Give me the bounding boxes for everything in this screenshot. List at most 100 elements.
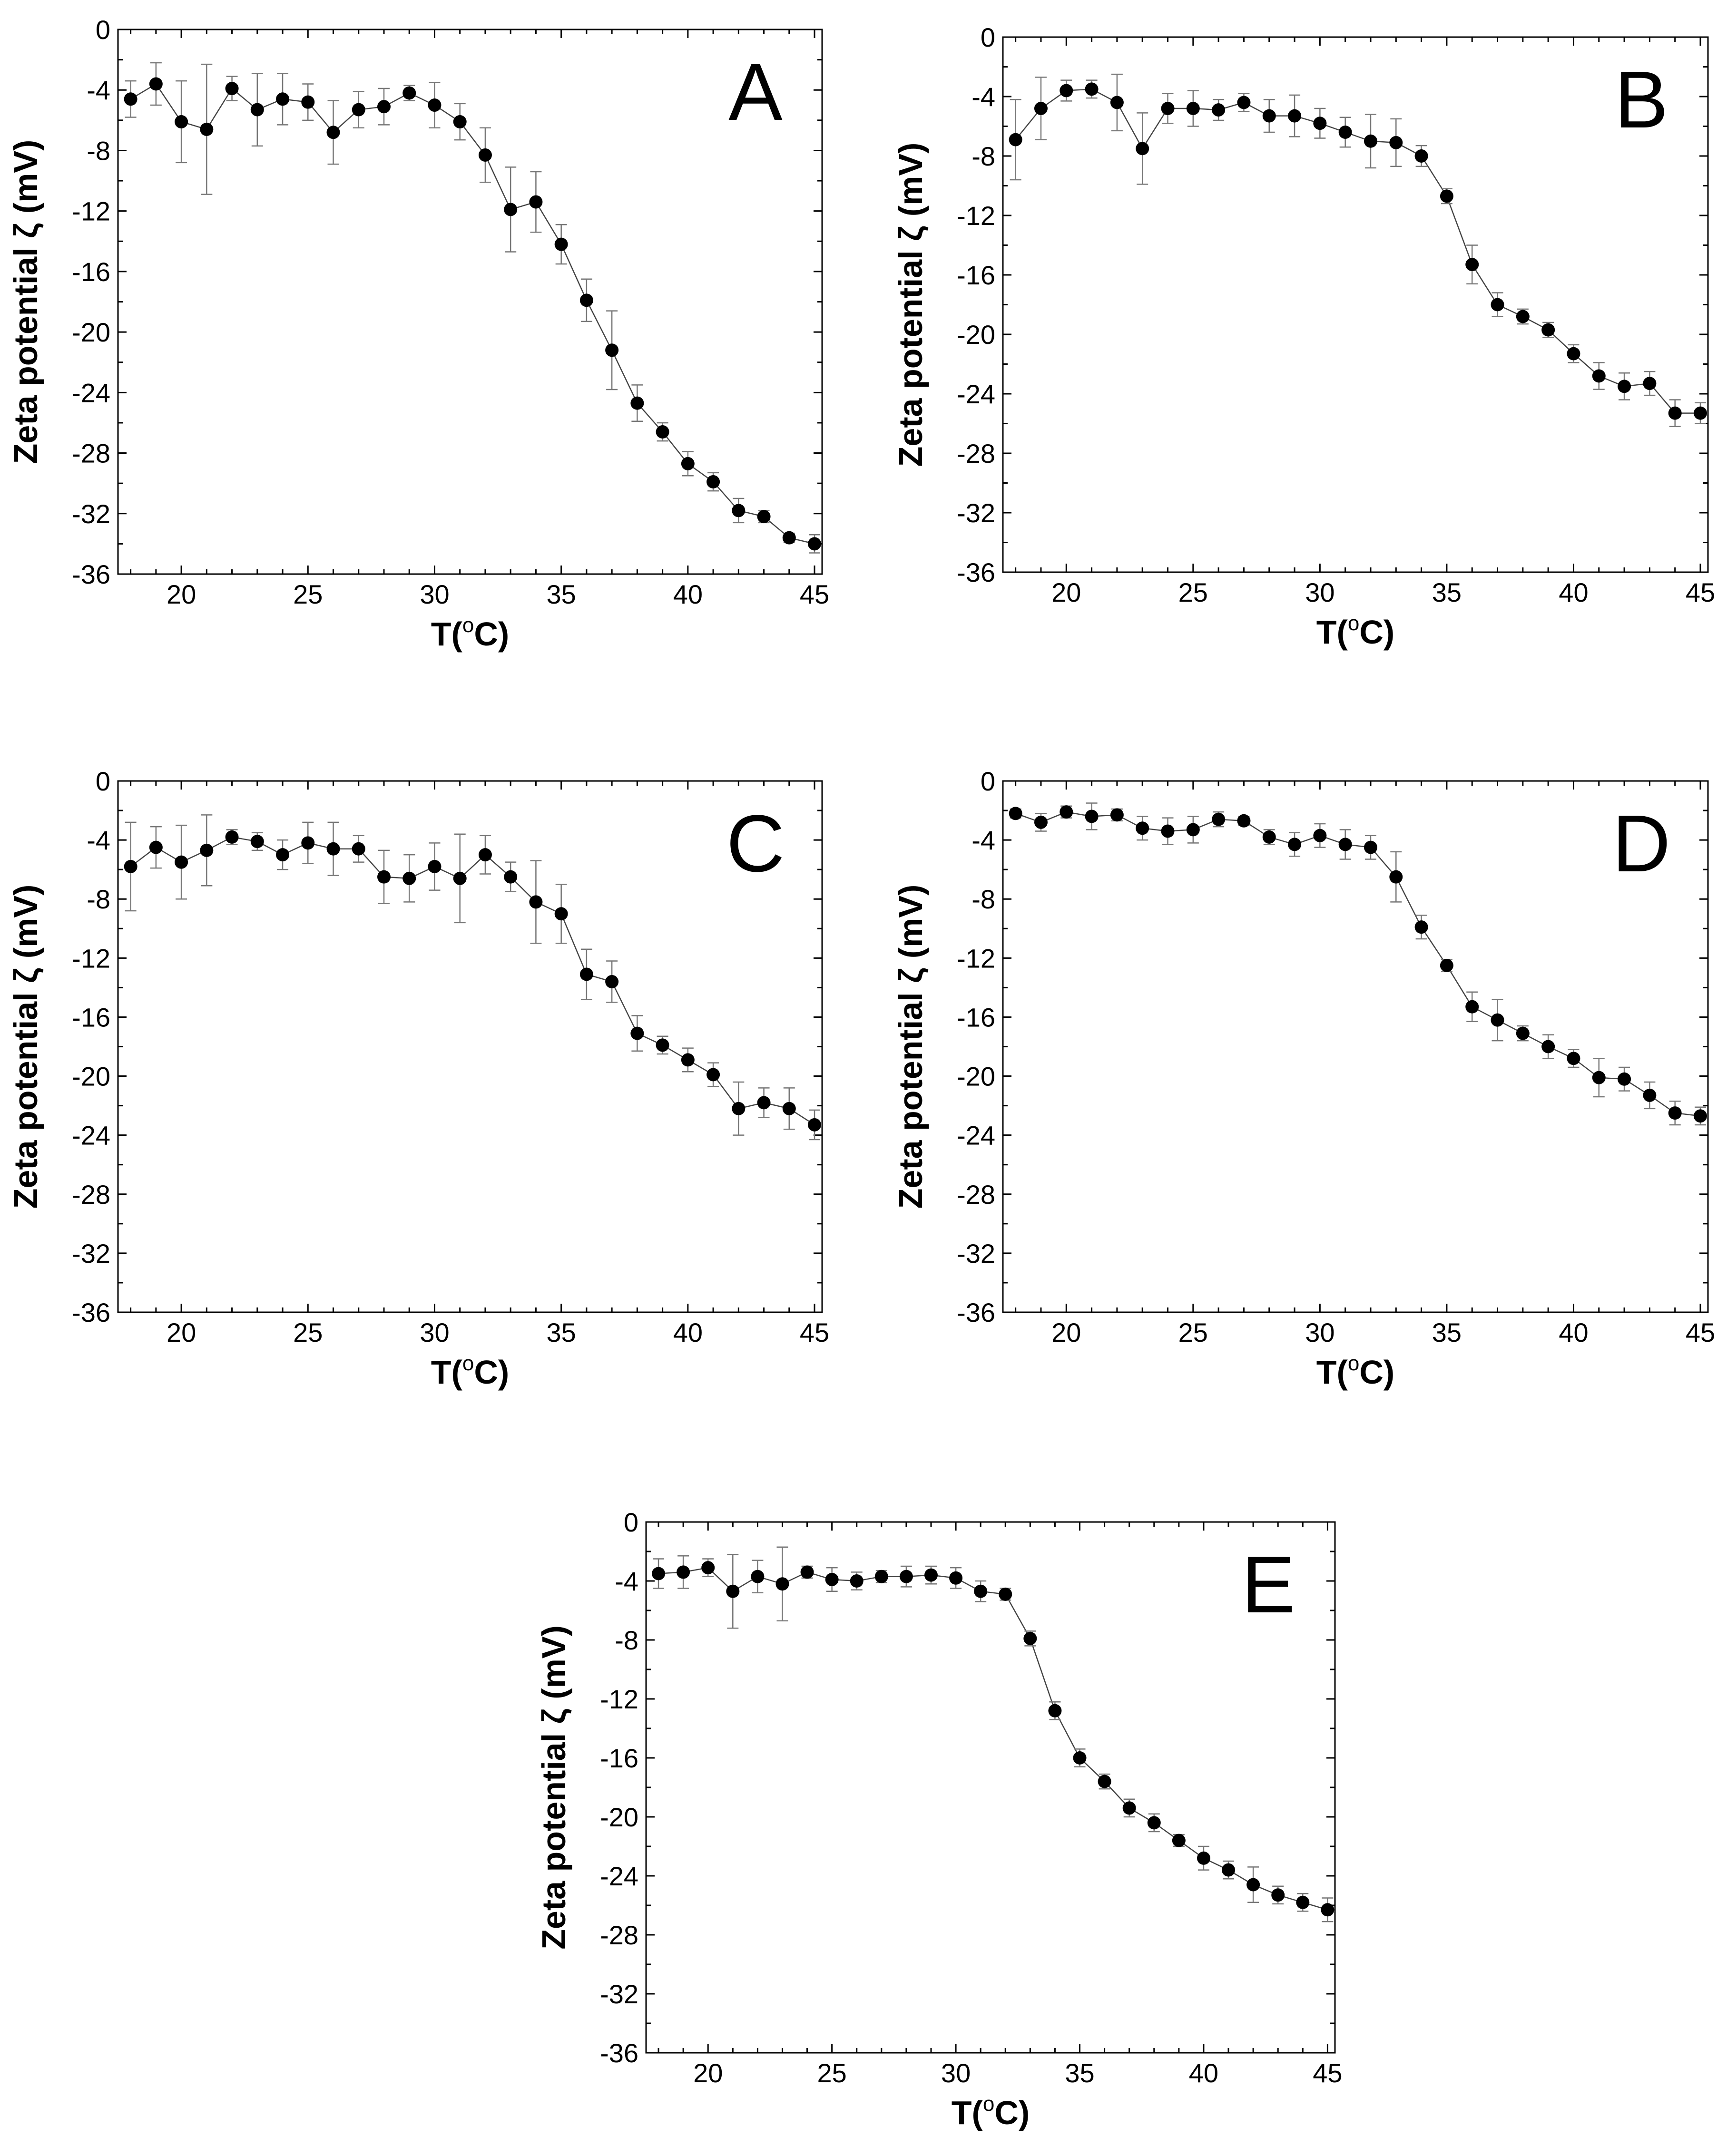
data-point (800, 1565, 814, 1579)
data-point (1098, 1775, 1111, 1788)
data-point (1389, 870, 1403, 884)
series-line (658, 1567, 1328, 1911)
data-point (656, 1038, 669, 1052)
data-point (250, 103, 264, 117)
data-point (453, 115, 467, 129)
data-point (681, 1053, 695, 1067)
data-point (1073, 1751, 1087, 1765)
chart-panel-b: 0 -4 -8 -12 -16 -20 -24 -28 -32 -36 20 25 30 35 40 45 T(… (892, 22, 1715, 651)
x-tick-label: 25 (1178, 577, 1208, 607)
data-point (924, 1568, 938, 1582)
x-tick-label: 45 (1686, 1317, 1715, 1347)
y-tick-label: -36 (72, 1298, 110, 1327)
y-tick-label: -16 (957, 1002, 995, 1032)
data-point (1491, 1013, 1504, 1027)
data-point (751, 1570, 765, 1583)
y-tick-label: -36 (957, 1298, 995, 1327)
y-axis-label: Zeta potential ζ (mV) (892, 885, 929, 1209)
y-tick-label: -20 (72, 317, 110, 347)
data-point (757, 1096, 771, 1110)
y-tick-label: -20 (72, 1062, 110, 1092)
y-tick-label: -28 (72, 1180, 110, 1210)
data-point (1172, 1834, 1186, 1847)
data-point (1085, 82, 1099, 96)
y-tick-label: -36 (600, 2038, 638, 2068)
y-tick-label: -28 (72, 439, 110, 468)
y-tick-label: -32 (957, 498, 995, 528)
data-point (1009, 807, 1022, 820)
data-point (402, 871, 416, 885)
data-point (428, 859, 442, 873)
y-tick-label: -28 (957, 1180, 995, 1210)
data-point (1668, 406, 1682, 420)
data-point (1110, 96, 1124, 109)
y-tick-label: -4 (615, 1566, 638, 1596)
data-point (1592, 369, 1606, 383)
y-tick-label: -32 (600, 1979, 638, 2009)
x-tick-label: 40 (1559, 1317, 1588, 1347)
x-tick-label: 25 (817, 2058, 846, 2088)
panel-letter: C (726, 799, 785, 889)
data-point (1465, 1000, 1479, 1014)
data-point (554, 237, 568, 251)
data-point (1262, 830, 1276, 844)
data-point (1237, 96, 1251, 109)
x-tick-label: 30 (1305, 577, 1334, 607)
data-point (428, 98, 442, 112)
panel-letter: D (1612, 799, 1671, 889)
x-tick-label: 20 (167, 579, 196, 609)
data-point (1465, 258, 1479, 272)
x-tick-label: 45 (800, 579, 829, 609)
y-tick-label: 0 (981, 766, 995, 796)
data-point (1567, 347, 1580, 361)
data-point (706, 475, 720, 488)
data-point (301, 836, 315, 850)
data-point (782, 1102, 796, 1115)
data-point (1440, 958, 1453, 972)
series-line (130, 83, 815, 545)
data-point (1313, 829, 1327, 842)
data-point (1237, 814, 1251, 828)
data-point (1186, 102, 1200, 115)
data-point (175, 855, 188, 869)
data-point (1023, 1631, 1037, 1645)
data-point (974, 1584, 988, 1598)
y-tick-label: -20 (600, 1802, 638, 1832)
data-point (1186, 823, 1200, 837)
y-tick-label: -32 (72, 499, 110, 529)
y-tick-label: -16 (72, 1002, 110, 1032)
data-point (732, 1102, 746, 1115)
panel-letter: B (1614, 55, 1668, 145)
data-point (999, 1587, 1012, 1601)
data-point (377, 870, 391, 884)
x-tick-label: 40 (1559, 577, 1588, 607)
plot-frame (117, 29, 823, 575)
data-point (276, 848, 290, 862)
data-point (529, 195, 543, 209)
y-tick-label: -36 (957, 557, 995, 587)
data-point (149, 77, 163, 91)
data-point (701, 1561, 715, 1575)
y-tick-label: -24 (72, 1121, 110, 1151)
data-point (504, 870, 518, 884)
x-tick-label: 40 (1189, 2058, 1218, 2088)
y-tick-label: -8 (971, 884, 995, 914)
data-point (326, 842, 340, 856)
x-tick-label: 20 (1051, 1317, 1081, 1347)
x-tick-label: 20 (693, 2058, 723, 2088)
data-point (1567, 1052, 1580, 1065)
x-tick-label: 30 (420, 1317, 449, 1347)
data-point (850, 1574, 864, 1588)
y-tick-label: 0 (96, 766, 110, 796)
data-point (1271, 1888, 1285, 1902)
data-point (605, 975, 619, 988)
data-point (175, 115, 188, 129)
x-tick-label: 25 (293, 1317, 323, 1347)
data-point (1491, 298, 1504, 312)
data-point (1618, 380, 1631, 393)
chart-panel-e: 0 -4 -8 -12 -16 -20 -24 -28 -32 -36 20 25 30 35 40 45 T(… (535, 1507, 1343, 2131)
data-point (1338, 838, 1352, 851)
y-axis-label: Zeta potential ζ (mV) (892, 143, 929, 467)
plot-frame (117, 780, 823, 1313)
data-point (478, 148, 492, 162)
